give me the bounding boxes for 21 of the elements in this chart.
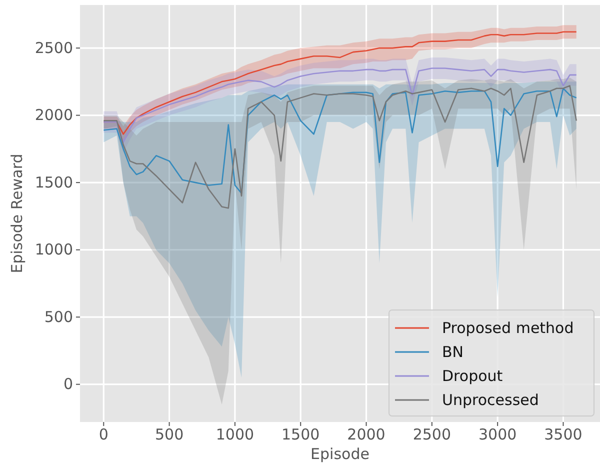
- y-tick-label: 500: [44, 308, 73, 326]
- x-axis-title: Episode: [310, 445, 370, 463]
- y-tick-label: 1000: [34, 240, 73, 259]
- y-tick-label: 0: [63, 375, 73, 394]
- line-series: [102, 68, 578, 143]
- legend-label: Dropout: [442, 367, 503, 385]
- x-tick-label: 1000: [216, 426, 254, 444]
- legend-label: Proposed method: [442, 319, 574, 337]
- y-tick-label: 2000: [34, 106, 73, 124]
- x-tick-label: 1500: [282, 426, 320, 444]
- legend-label: BN: [442, 343, 464, 361]
- x-tick-label: 2500: [412, 426, 452, 444]
- x-tick-label: 3500: [544, 426, 582, 444]
- y-tick-label: 1500: [34, 173, 73, 192]
- x-tick-label: 2000: [347, 426, 386, 444]
- legend-label: Unprocessed: [442, 391, 539, 409]
- y-tick-label: 2500: [34, 38, 73, 57]
- x-tick-label: 500: [154, 426, 184, 444]
- x-tick-label: 0: [98, 426, 108, 444]
- x-tick-label: 3000: [478, 426, 517, 444]
- y-axis-title: Episode Reward: [8, 154, 26, 274]
